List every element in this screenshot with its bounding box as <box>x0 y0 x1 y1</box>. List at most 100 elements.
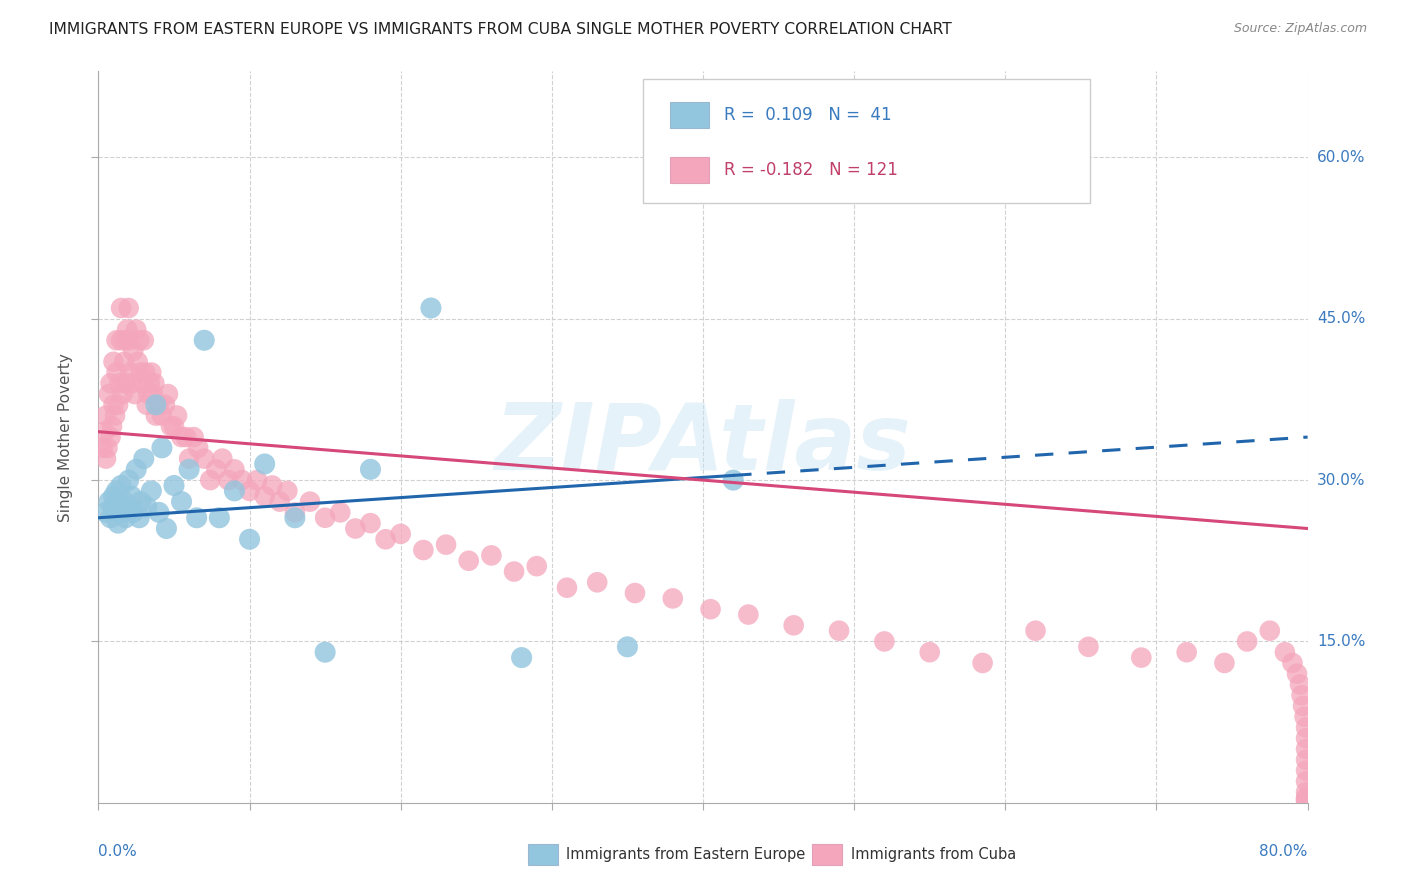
Point <box>179 451 201 466</box>
Text: 45.0%: 45.0% <box>1317 311 1365 326</box>
Point <box>783 618 806 632</box>
Point <box>143 376 166 391</box>
Point <box>104 409 127 423</box>
Point <box>156 387 179 401</box>
Point <box>98 494 121 508</box>
Bar <box>527 845 558 865</box>
Point <box>112 355 135 369</box>
Point <box>873 634 896 648</box>
Point <box>205 462 228 476</box>
Point <box>616 640 638 654</box>
Point <box>101 419 124 434</box>
Point <box>510 650 533 665</box>
Point <box>329 505 352 519</box>
Point <box>1295 785 1317 799</box>
Point <box>94 451 117 466</box>
Point <box>1281 656 1303 670</box>
Point <box>103 500 125 514</box>
Text: Immigrants from Cuba: Immigrants from Cuba <box>851 847 1015 862</box>
Point <box>1292 698 1315 713</box>
Point <box>269 494 291 508</box>
Point <box>239 483 262 498</box>
Point <box>118 473 141 487</box>
Point <box>100 376 122 391</box>
Point <box>246 473 269 487</box>
Point <box>122 344 145 359</box>
Point <box>132 333 155 347</box>
Point <box>110 505 132 519</box>
Text: IMMIGRANTS FROM EASTERN EUROPE VS IMMIGRANTS FROM CUBA SINGLE MOTHER POVERTY COR: IMMIGRANTS FROM EASTERN EUROPE VS IMMIGR… <box>49 22 952 37</box>
Point <box>122 505 145 519</box>
Point <box>94 505 117 519</box>
Point <box>737 607 759 622</box>
Point <box>284 505 307 519</box>
Point <box>141 366 163 380</box>
Point <box>253 457 276 471</box>
Point <box>128 333 150 347</box>
Text: ZIPAtlas: ZIPAtlas <box>495 400 911 490</box>
Point <box>170 430 193 444</box>
Point <box>1024 624 1046 638</box>
Point <box>217 473 239 487</box>
Text: 15.0%: 15.0% <box>1317 634 1365 649</box>
Point <box>1258 624 1281 638</box>
Point <box>115 322 138 336</box>
Text: 80.0%: 80.0% <box>1260 845 1308 860</box>
Point <box>118 301 141 315</box>
Point <box>107 516 129 530</box>
Text: 0.0%: 0.0% <box>98 845 138 860</box>
Text: Immigrants from Eastern Europe: Immigrants from Eastern Europe <box>567 847 806 862</box>
Point <box>1295 742 1317 756</box>
Text: 60.0%: 60.0% <box>1317 150 1365 165</box>
Point <box>183 430 205 444</box>
Point <box>160 419 183 434</box>
Point <box>136 387 159 401</box>
Point <box>918 645 941 659</box>
Point <box>224 483 246 498</box>
Point <box>1213 656 1236 670</box>
Point <box>624 586 647 600</box>
Point <box>1236 634 1258 648</box>
Point <box>98 387 121 401</box>
Point <box>262 478 284 492</box>
Point <box>111 387 134 401</box>
Point <box>110 301 132 315</box>
Point <box>211 451 233 466</box>
Point <box>299 494 322 508</box>
Point <box>344 521 367 535</box>
Point <box>121 489 143 503</box>
Point <box>193 333 215 347</box>
Text: R = -0.182   N = 121: R = -0.182 N = 121 <box>724 161 897 179</box>
Point <box>96 441 118 455</box>
Point <box>699 602 721 616</box>
Point <box>526 559 548 574</box>
Point <box>105 333 128 347</box>
Point <box>412 543 434 558</box>
Point <box>120 366 142 380</box>
Point <box>125 462 148 476</box>
Point <box>110 478 132 492</box>
Point <box>105 366 128 380</box>
Bar <box>811 845 842 865</box>
Point <box>1295 792 1317 806</box>
Point <box>828 624 851 638</box>
Point <box>132 451 155 466</box>
Point <box>142 387 165 401</box>
Bar <box>671 103 709 128</box>
Point <box>100 430 122 444</box>
Point <box>114 333 136 347</box>
Point <box>139 376 162 391</box>
Point <box>374 533 396 547</box>
Point <box>129 366 152 380</box>
Point <box>141 483 163 498</box>
Point <box>103 489 125 503</box>
Point <box>360 462 382 476</box>
Point <box>129 494 152 508</box>
Point <box>107 398 129 412</box>
Point <box>145 409 167 423</box>
Point <box>118 500 141 514</box>
Point <box>105 483 128 498</box>
Point <box>389 527 412 541</box>
Point <box>434 538 457 552</box>
Point <box>1295 774 1317 789</box>
